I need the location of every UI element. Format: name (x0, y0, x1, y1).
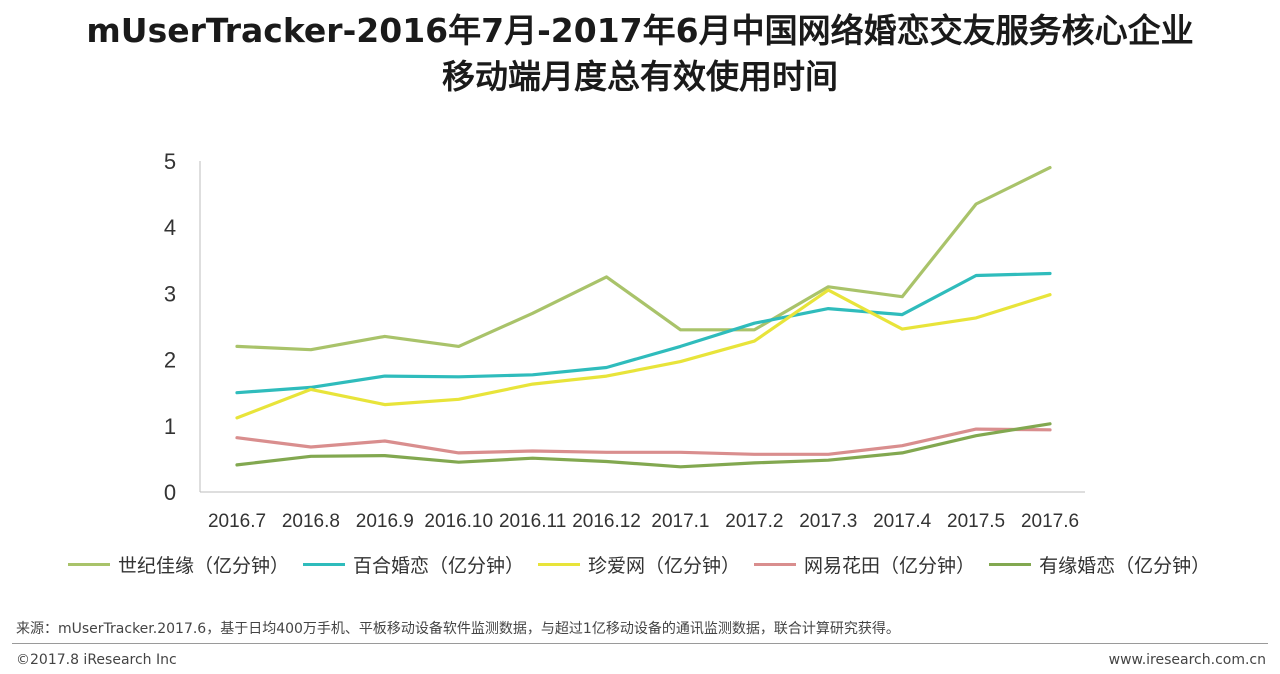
legend-item-4: 网易花田（亿分钟） (754, 551, 975, 578)
chart-title: mUserTracker-2016年7月-2017年6月中国网络婚恋交友服务核心… (0, 8, 1280, 100)
x-tick-label: 2016.11 (499, 511, 566, 532)
chart-legend: 世纪佳缘（亿分钟） 百合婚恋（亿分钟） 珍爱网（亿分钟） 网易花田（亿分钟） 有缘婚恋（… (68, 548, 1248, 580)
x-tick-label: 2017.5 (947, 511, 1005, 532)
y-tick-label: 1 (164, 414, 176, 439)
x-tick-label: 2017.4 (873, 511, 932, 532)
series-line-4 (235, 427, 1052, 456)
chart-title-line-2: 移动端月度总有效使用时间 (442, 57, 838, 96)
y-tick-label: 2 (164, 348, 176, 373)
y-tick-label: 0 (164, 480, 176, 505)
y-tick-label: 3 (164, 281, 176, 306)
x-tick-label: 2017.2 (725, 511, 783, 532)
x-axis-ticks: 2016.7 2016.8 2016.9 2016.10 2016.11 2016.12 2… (208, 511, 1079, 532)
website-url: www.iresearch.com.cn (1108, 652, 1266, 668)
copyright-text: ©2017.8 iResearch Inc (16, 652, 177, 668)
series-line-5 (235, 422, 1052, 469)
x-tick-label: 2017.1 (651, 511, 709, 532)
legend-label: 有缘婚恋（亿分钟） (1039, 554, 1211, 577)
series-line-1 (235, 166, 1052, 352)
series-line-2 (235, 271, 1052, 395)
x-tick-label: 2016.12 (572, 511, 641, 532)
y-tick-label: 5 (164, 149, 176, 174)
legend-label: 世纪佳缘（亿分钟） (118, 554, 290, 577)
chart-axes (199, 161, 1085, 493)
legend-item-2: 百合婚恋（亿分钟） (303, 551, 524, 578)
x-tick-label: 2016.9 (356, 511, 414, 532)
x-tick-label: 2017.6 (1021, 511, 1079, 532)
y-tick-label: 4 (164, 215, 176, 240)
legend-swatch (68, 562, 110, 566)
legend-swatch (303, 562, 346, 566)
legend-label: 珍爱网（亿分钟） (588, 554, 741, 577)
chart-title-line-1: mUserTracker-2016年7月-2017年6月中国网络婚恋交友服务核心… (86, 11, 1194, 50)
x-tick-label: 2016.10 (424, 511, 493, 532)
x-tick-label: 2016.7 (208, 511, 266, 532)
source-note: 来源：mUserTracker.2017.6，基于日均400万手机、平板移动设备… (16, 621, 900, 637)
footer-divider (12, 643, 1268, 644)
legend-swatch (989, 562, 1032, 566)
x-tick-label: 2017.3 (799, 511, 857, 532)
series-lines (235, 166, 1052, 469)
legend-label: 百合婚恋（亿分钟） (353, 554, 525, 577)
series-line-3 (235, 288, 1052, 420)
legend-swatch (538, 562, 581, 566)
y-axis-ticks: 0 1 2 3 4 5 (164, 149, 176, 505)
x-tick-label: 2016.8 (282, 511, 340, 532)
legend-swatch (754, 562, 797, 566)
legend-item-1: 世纪佳缘（亿分钟） (68, 551, 289, 578)
legend-item-5: 有缘婚恋（亿分钟） (989, 551, 1210, 578)
legend-item-3: 珍爱网（亿分钟） (538, 551, 740, 578)
legend-label: 网易花田（亿分钟） (804, 554, 976, 577)
